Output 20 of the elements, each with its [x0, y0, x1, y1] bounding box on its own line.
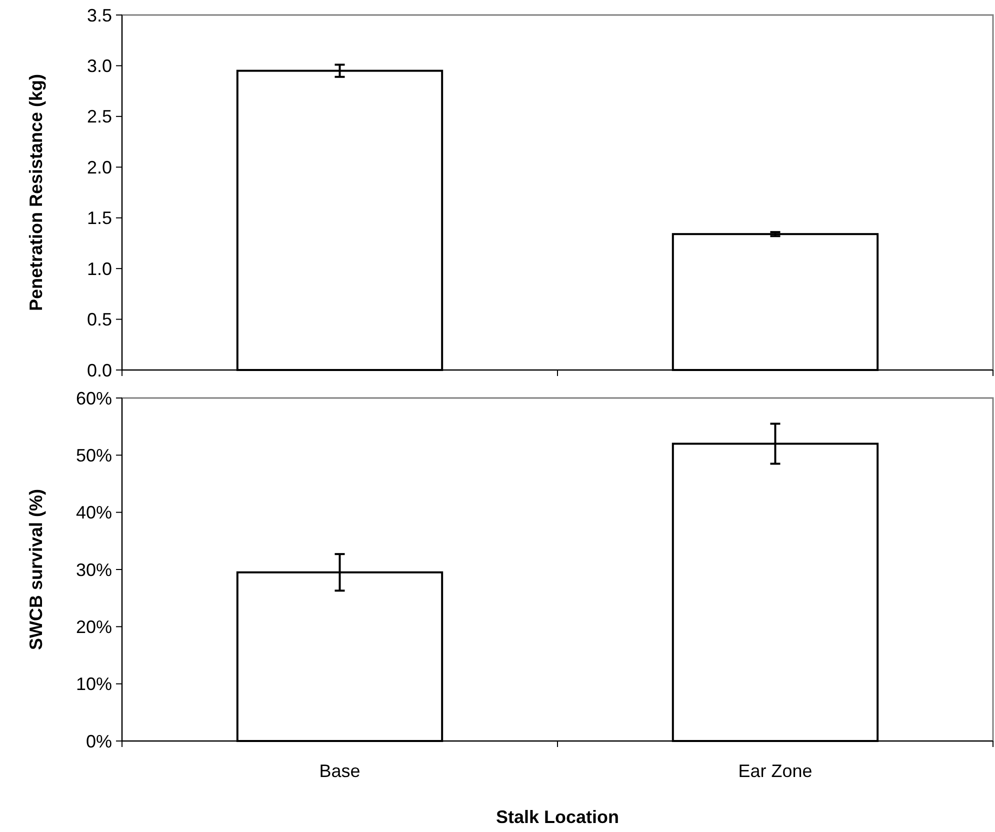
y-tick-label: 3.0 — [86, 56, 112, 76]
y-tick-label: 50% — [76, 445, 112, 466]
y-tick-label: 2.5 — [86, 106, 112, 127]
y-tick-label: 3.5 — [86, 5, 112, 26]
y-axis-title: SWCB survival (%) — [26, 488, 46, 650]
y-tick-label: 10% — [76, 674, 112, 694]
y-tick-label: 60% — [76, 388, 112, 408]
y-axis-title: Penetration Resistance (kg) — [26, 74, 46, 312]
y-tick-label: 1.5 — [86, 208, 112, 228]
y-tick-label: 0% — [86, 731, 112, 752]
y-tick-label: 20% — [76, 616, 112, 637]
y-tick-label: 0.0 — [86, 360, 112, 380]
x-tick-label: Ear Zone — [738, 761, 812, 781]
y-tick-label: 30% — [76, 560, 112, 580]
y-tick-label: 0.5 — [86, 310, 112, 330]
y-tick-label: 40% — [76, 502, 112, 523]
y-tick-label: 1.0 — [86, 258, 112, 279]
x-axis-title: Stalk Location — [496, 807, 620, 827]
y-tick-label: 2.0 — [86, 157, 112, 178]
x-tick-label: Base — [319, 761, 360, 781]
